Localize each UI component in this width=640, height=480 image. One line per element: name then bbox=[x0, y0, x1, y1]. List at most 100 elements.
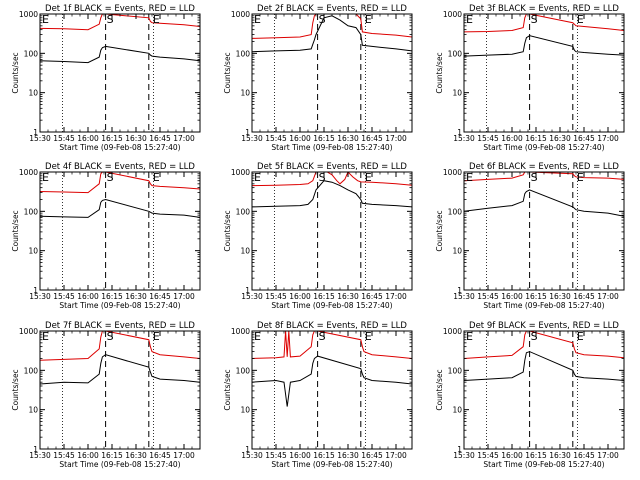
x-axis-title: Start Time (09-Feb-08 15:27:40) bbox=[483, 301, 604, 310]
panel-title: Det 1f BLACK = Events, RED = LLD bbox=[45, 4, 195, 14]
marker-label-s: S bbox=[319, 13, 326, 26]
x-tick-label: 16:00 bbox=[77, 451, 99, 460]
marker-label-e: E bbox=[466, 13, 473, 26]
series-line-events bbox=[40, 198, 200, 218]
panel-data bbox=[252, 331, 412, 449]
x-tick-label: 17:00 bbox=[173, 134, 195, 143]
y-tick-label: 100 bbox=[24, 49, 39, 58]
plot-frame bbox=[251, 13, 413, 133]
series-line-events bbox=[252, 15, 412, 53]
x-tick-label: 16:00 bbox=[501, 292, 523, 301]
panel-title: Det 4f BLACK = Events, RED = LLD bbox=[45, 162, 195, 172]
series-line-events bbox=[252, 180, 412, 208]
y-tick-label: 100 bbox=[24, 207, 39, 216]
panel-data bbox=[40, 172, 200, 290]
y-axis-title: Counts/sec bbox=[223, 52, 232, 93]
x-axis-title: Start Time (09-Feb-08 15:27:40) bbox=[483, 460, 604, 469]
x-tick-label: 17:00 bbox=[385, 292, 407, 301]
x-tick-label: 15:30 bbox=[29, 292, 51, 301]
x-tick-label: 16:00 bbox=[77, 292, 99, 301]
marker-label-e: E bbox=[577, 13, 584, 26]
x-tick-label: 15:30 bbox=[453, 292, 475, 301]
x-axis-title: Start Time (09-Feb-08 15:27:40) bbox=[271, 301, 392, 310]
x-tick-label: 16:15 bbox=[313, 292, 335, 301]
panel-data bbox=[252, 14, 412, 132]
x-tick-label: 16:45 bbox=[361, 451, 383, 460]
panel-title: Det 7f BLACK = Events, RED = LLD bbox=[45, 321, 195, 331]
x-tick-label: 15:45 bbox=[477, 292, 499, 301]
y-tick-label: 100 bbox=[448, 49, 463, 58]
x-tick-label: 16:45 bbox=[361, 292, 383, 301]
x-tick-label: 17:00 bbox=[597, 292, 619, 301]
x-tick-label: 16:15 bbox=[101, 292, 123, 301]
y-tick-label: 10 bbox=[452, 406, 462, 415]
x-tick-label: 15:45 bbox=[53, 451, 75, 460]
panel-data bbox=[464, 331, 624, 449]
plot-frame bbox=[39, 13, 201, 133]
panel-title: Det 2f BLACK = Events, RED = LLD bbox=[257, 4, 407, 14]
marker-label-e: E bbox=[254, 171, 261, 184]
plot-frame bbox=[251, 171, 413, 291]
x-tick-label: 16:30 bbox=[337, 451, 359, 460]
y-tick-label: 10 bbox=[452, 247, 462, 256]
series-line-events bbox=[464, 351, 624, 381]
x-tick-label: 15:45 bbox=[265, 134, 287, 143]
y-tick-label: 1 bbox=[457, 286, 462, 295]
y-tick-label: 1000 bbox=[443, 327, 462, 336]
marker-label-s: S bbox=[319, 171, 326, 184]
x-tick-label: 15:30 bbox=[29, 134, 51, 143]
marker-label-s: S bbox=[107, 330, 114, 343]
y-tick-label: 1000 bbox=[231, 168, 250, 177]
x-tick-label: 16:45 bbox=[149, 451, 171, 460]
plot-frame bbox=[463, 171, 625, 291]
x-tick-label: 16:30 bbox=[125, 134, 147, 143]
panel-title: Det 6f BLACK = Events, RED = LLD bbox=[469, 162, 619, 172]
x-tick-label: 17:00 bbox=[385, 134, 407, 143]
marker-label-e: E bbox=[466, 330, 473, 343]
x-axis-title: Start Time (09-Feb-08 15:27:40) bbox=[483, 143, 604, 152]
marker-label-e: E bbox=[254, 13, 261, 26]
y-tick-label: 10 bbox=[28, 247, 38, 256]
marker-label-e: E bbox=[577, 330, 584, 343]
x-tick-label: 15:30 bbox=[241, 292, 263, 301]
marker-label-s: S bbox=[107, 171, 114, 184]
y-tick-label: 100 bbox=[236, 49, 251, 58]
marker-label-e: E bbox=[365, 171, 372, 184]
y-tick-label: 10 bbox=[240, 247, 250, 256]
x-tick-label: 16:45 bbox=[573, 292, 595, 301]
x-tick-label: 16:45 bbox=[573, 134, 595, 143]
x-tick-label: 16:45 bbox=[361, 134, 383, 143]
y-tick-label: 10 bbox=[452, 89, 462, 98]
panel-data bbox=[464, 14, 624, 132]
panel-title: Det 3f BLACK = Events, RED = LLD bbox=[469, 4, 619, 14]
y-tick-label: 100 bbox=[236, 366, 251, 375]
series-line-events bbox=[464, 189, 624, 217]
y-tick-label: 1 bbox=[457, 128, 462, 137]
x-tick-label: 15:45 bbox=[477, 451, 499, 460]
y-tick-label: 10 bbox=[28, 406, 38, 415]
x-tick-label: 16:30 bbox=[125, 451, 147, 460]
y-tick-label: 1000 bbox=[443, 10, 462, 19]
x-tick-label: 16:15 bbox=[525, 451, 547, 460]
x-tick-label: 16:30 bbox=[549, 451, 571, 460]
x-tick-label: 15:30 bbox=[29, 451, 51, 460]
panel-data bbox=[40, 14, 200, 132]
series-line-events bbox=[464, 35, 624, 57]
x-axis-title: Start Time (09-Feb-08 15:27:40) bbox=[59, 460, 180, 469]
marker-label-s: S bbox=[531, 330, 538, 343]
panel-title: Det 8f BLACK = Events, RED = LLD bbox=[257, 321, 407, 331]
x-tick-label: 15:45 bbox=[53, 292, 75, 301]
marker-label-s: S bbox=[531, 171, 538, 184]
marker-label-e: E bbox=[153, 171, 160, 184]
y-tick-label: 1 bbox=[33, 128, 38, 137]
y-axis-title: Counts/sec bbox=[11, 52, 20, 93]
panel-title: Det 5f BLACK = Events, RED = LLD bbox=[257, 162, 407, 172]
x-tick-label: 16:30 bbox=[549, 292, 571, 301]
y-tick-label: 1 bbox=[245, 286, 250, 295]
y-axis-title: Counts/sec bbox=[435, 210, 444, 251]
x-tick-label: 16:00 bbox=[501, 451, 523, 460]
